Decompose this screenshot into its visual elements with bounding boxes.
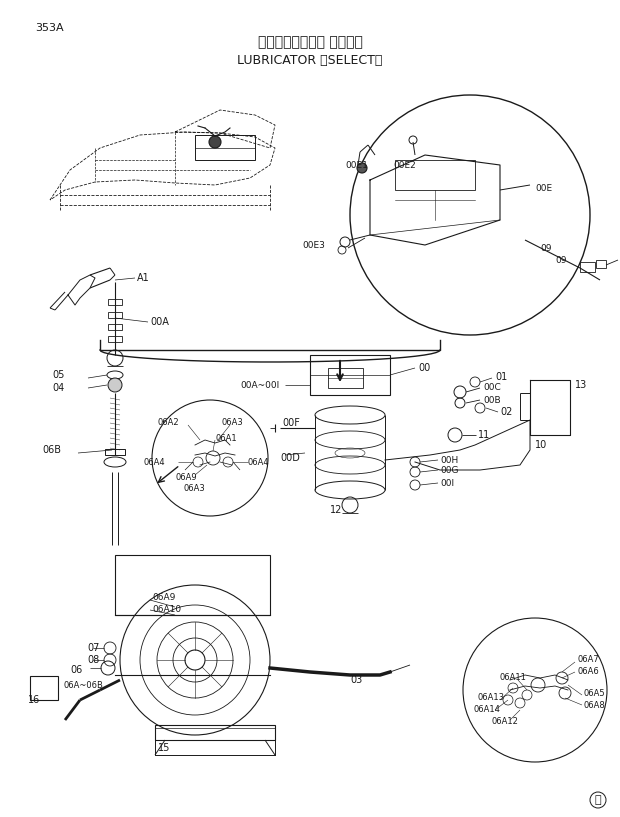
- Text: 05: 05: [52, 370, 64, 380]
- Text: A1: A1: [137, 273, 150, 283]
- Bar: [155, 725, 275, 740]
- Text: 06B: 06B: [42, 445, 61, 455]
- Text: 06A11: 06A11: [500, 673, 527, 682]
- Text: 06A5: 06A5: [584, 689, 606, 698]
- Text: 01: 01: [495, 372, 507, 382]
- Text: 00I: 00I: [440, 479, 454, 488]
- Bar: [580, 262, 595, 272]
- Bar: [395, 160, 475, 190]
- Text: 08: 08: [87, 655, 99, 665]
- Bar: [115, 555, 270, 615]
- Bar: [108, 299, 122, 305]
- Text: 06A6: 06A6: [577, 667, 599, 676]
- Bar: [108, 336, 122, 342]
- Text: 06A10: 06A10: [152, 605, 181, 614]
- Text: 353A: 353A: [35, 23, 64, 33]
- Text: 06A9: 06A9: [175, 472, 197, 481]
- Text: 06A4: 06A4: [143, 458, 165, 467]
- Text: 00: 00: [418, 363, 430, 373]
- Text: 12: 12: [330, 505, 342, 515]
- Text: 00E: 00E: [535, 184, 552, 193]
- Text: 16: 16: [28, 695, 40, 705]
- Text: 00A: 00A: [150, 317, 169, 327]
- Text: 00E1: 00E1: [345, 160, 368, 169]
- Bar: [105, 449, 125, 455]
- Text: 00B: 00B: [483, 395, 500, 404]
- Text: 06: 06: [70, 665, 82, 675]
- Text: 06A7: 06A7: [577, 655, 599, 664]
- Text: 00H: 00H: [440, 456, 458, 465]
- Text: 03: 03: [350, 675, 362, 685]
- Text: 06A14: 06A14: [473, 706, 500, 715]
- Circle shape: [209, 136, 221, 148]
- Text: 00D: 00D: [280, 453, 300, 463]
- Text: 09: 09: [540, 243, 552, 252]
- Text: LUBRICATOR 〈SELECT〉: LUBRICATOR 〈SELECT〉: [237, 53, 383, 66]
- Bar: [30, 676, 58, 700]
- Text: 06A8: 06A8: [584, 702, 606, 711]
- Text: 02: 02: [500, 407, 512, 417]
- Text: 15: 15: [158, 743, 170, 753]
- Text: 06A13: 06A13: [478, 694, 505, 703]
- Text: 09: 09: [555, 256, 567, 265]
- Text: 06A4: 06A4: [248, 458, 270, 467]
- Bar: [310, 355, 390, 395]
- Text: 00G: 00G: [440, 466, 459, 475]
- Text: 00E2: 00E2: [393, 160, 416, 169]
- Text: 06A~06B: 06A~06B: [63, 681, 103, 690]
- Circle shape: [357, 163, 367, 173]
- Text: 06A2: 06A2: [157, 417, 179, 426]
- Text: Ⓜ: Ⓜ: [595, 795, 601, 805]
- Text: 00F: 00F: [282, 418, 300, 428]
- Bar: [108, 324, 122, 330]
- Text: 00A~00I: 00A~00I: [240, 381, 279, 390]
- Text: 00E3: 00E3: [302, 240, 325, 249]
- Text: 11: 11: [478, 430, 490, 440]
- Text: 07: 07: [87, 643, 99, 653]
- Text: 10: 10: [535, 440, 547, 450]
- Bar: [596, 260, 606, 268]
- Text: 04: 04: [52, 383, 64, 393]
- Text: 06A3: 06A3: [222, 417, 244, 426]
- Circle shape: [108, 378, 122, 392]
- Bar: [195, 135, 255, 160]
- Text: 13: 13: [575, 380, 587, 390]
- Bar: [108, 312, 122, 318]
- Text: リューブリケータ 〈選択〉: リューブリケータ 〈選択〉: [257, 35, 363, 49]
- Text: 06A9: 06A9: [152, 593, 175, 602]
- Text: 06A12: 06A12: [492, 717, 519, 726]
- Text: 00C: 00C: [483, 382, 501, 391]
- Text: 06A1: 06A1: [215, 434, 237, 443]
- Bar: [328, 368, 363, 388]
- Text: 06A3: 06A3: [183, 484, 205, 493]
